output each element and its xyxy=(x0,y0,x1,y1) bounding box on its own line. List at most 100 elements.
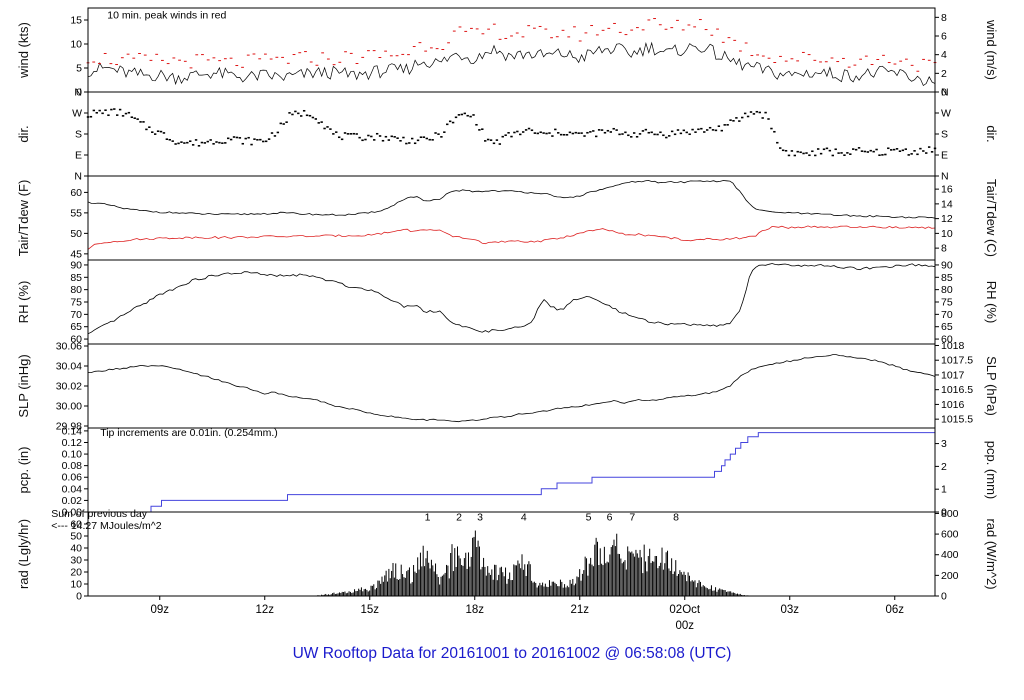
svg-text:15: 15 xyxy=(70,15,82,27)
svg-text:30.00: 30.00 xyxy=(56,401,82,413)
svg-text:10: 10 xyxy=(70,39,82,51)
series-line xyxy=(87,41,936,87)
svg-text:2: 2 xyxy=(941,68,947,80)
svg-text:14: 14 xyxy=(941,198,953,210)
svg-text:75: 75 xyxy=(941,297,953,309)
svg-text:70: 70 xyxy=(70,309,82,321)
svg-text:E: E xyxy=(75,150,82,162)
svg-text:5: 5 xyxy=(76,63,82,75)
y-axis-label-rad-right: rad (W/m^2) xyxy=(984,518,999,590)
svg-text:0.10: 0.10 xyxy=(62,449,83,461)
svg-text:60: 60 xyxy=(70,187,82,199)
svg-text:0: 0 xyxy=(941,591,947,603)
series-steps xyxy=(88,432,935,513)
svg-text:18z: 18z xyxy=(465,604,484,616)
svg-text:1016: 1016 xyxy=(941,399,965,411)
svg-text:60: 60 xyxy=(70,519,82,531)
svg-text:3: 3 xyxy=(941,438,947,450)
svg-text:0.08: 0.08 xyxy=(62,460,83,472)
annotation: 1 xyxy=(425,511,431,523)
svg-text:0.02: 0.02 xyxy=(62,495,83,507)
panel-frame xyxy=(87,91,936,177)
svg-text:0: 0 xyxy=(941,87,947,99)
svg-text:12: 12 xyxy=(941,213,953,225)
svg-text:21z: 21z xyxy=(570,604,589,616)
x-axis: 09z 12z 15z 18z 21z 02Oct 00z 03z 06z xyxy=(150,596,904,632)
svg-text:0.04: 0.04 xyxy=(62,483,83,495)
series-line xyxy=(87,354,936,423)
svg-text:55: 55 xyxy=(70,207,82,219)
svg-text:70: 70 xyxy=(941,309,953,321)
panel-frame xyxy=(87,259,936,345)
panel-slp: 29.98 30.00 30.02 30.04 30.06 1015.5 1016 1016.… xyxy=(56,340,974,433)
annotation: Sum of previous day xyxy=(51,508,147,520)
svg-text:02Oct: 02Oct xyxy=(669,604,700,616)
svg-text:16: 16 xyxy=(941,184,953,196)
svg-text:85: 85 xyxy=(941,272,953,284)
svg-text:15z: 15z xyxy=(360,604,379,616)
svg-text:W: W xyxy=(72,108,82,120)
annotation: 4 xyxy=(521,511,527,523)
svg-text:60: 60 xyxy=(941,334,953,346)
annotation: <--- 14.27 MJoules/m^2 xyxy=(51,520,161,532)
svg-text:6: 6 xyxy=(941,31,947,43)
annotation: 6 xyxy=(607,511,613,523)
svg-text:400: 400 xyxy=(941,549,959,561)
svg-text:S: S xyxy=(75,129,82,141)
svg-text:N: N xyxy=(74,171,82,183)
svg-text:800: 800 xyxy=(941,508,959,520)
svg-text:75: 75 xyxy=(70,297,82,309)
svg-text:0: 0 xyxy=(76,87,82,99)
series-line xyxy=(87,225,936,250)
svg-text:45: 45 xyxy=(70,248,82,260)
svg-text:90: 90 xyxy=(70,259,82,271)
svg-text:30.02: 30.02 xyxy=(56,381,82,393)
svg-text:12z: 12z xyxy=(255,604,274,616)
svg-text:30.04: 30.04 xyxy=(56,361,82,373)
annotation: 3 xyxy=(477,511,483,523)
chart-title: UW Rooftop Data for 20161001 to 20161002… xyxy=(292,645,732,662)
svg-text:8: 8 xyxy=(941,12,947,24)
panel-pcp: 0.000.020.040.060.080.100.120.14 0 1 2 3 Tip … xyxy=(62,425,947,518)
panel-wind: 0 5 10 15 0 2 4 6 8 10 min. peak winds in red xyxy=(70,7,947,99)
svg-text:80: 80 xyxy=(941,284,953,296)
svg-text:N: N xyxy=(941,87,949,99)
svg-text:29.98: 29.98 xyxy=(56,421,82,433)
svg-text:40: 40 xyxy=(70,543,82,555)
svg-text:50: 50 xyxy=(70,531,82,543)
svg-text:S: S xyxy=(941,129,948,141)
svg-text:2: 2 xyxy=(941,461,947,473)
annotation: 8 xyxy=(673,511,679,523)
svg-text:0: 0 xyxy=(941,507,947,519)
panel-frame xyxy=(87,511,936,597)
panel-frame xyxy=(87,343,936,429)
annotation: 5 xyxy=(586,511,592,523)
svg-text:06z: 06z xyxy=(885,604,904,616)
svg-text:03z: 03z xyxy=(780,604,799,616)
svg-text:0.06: 0.06 xyxy=(62,472,83,484)
svg-text:00z: 00z xyxy=(675,620,694,632)
svg-text:65: 65 xyxy=(70,321,82,333)
svg-text:1016.5: 1016.5 xyxy=(941,384,973,396)
svg-text:09z: 09z xyxy=(150,604,169,616)
svg-text:E: E xyxy=(941,150,948,162)
annotation: 2 xyxy=(456,511,462,523)
svg-text:65: 65 xyxy=(941,321,953,333)
svg-text:0.00: 0.00 xyxy=(62,507,83,519)
annotation: Tip increments are 0.01in. (0.254mm.) xyxy=(100,427,278,439)
svg-text:20: 20 xyxy=(70,567,82,579)
svg-text:10: 10 xyxy=(941,228,953,240)
svg-text:0.14: 0.14 xyxy=(62,425,83,437)
svg-text:1015.5: 1015.5 xyxy=(941,414,973,426)
svg-text:30.06: 30.06 xyxy=(56,341,82,353)
svg-text:N: N xyxy=(941,171,949,183)
svg-text:1017.5: 1017.5 xyxy=(941,355,973,367)
svg-text:50: 50 xyxy=(70,228,82,240)
panel-frame xyxy=(87,427,936,513)
svg-text:90: 90 xyxy=(941,259,953,271)
svg-text:200: 200 xyxy=(941,570,959,582)
